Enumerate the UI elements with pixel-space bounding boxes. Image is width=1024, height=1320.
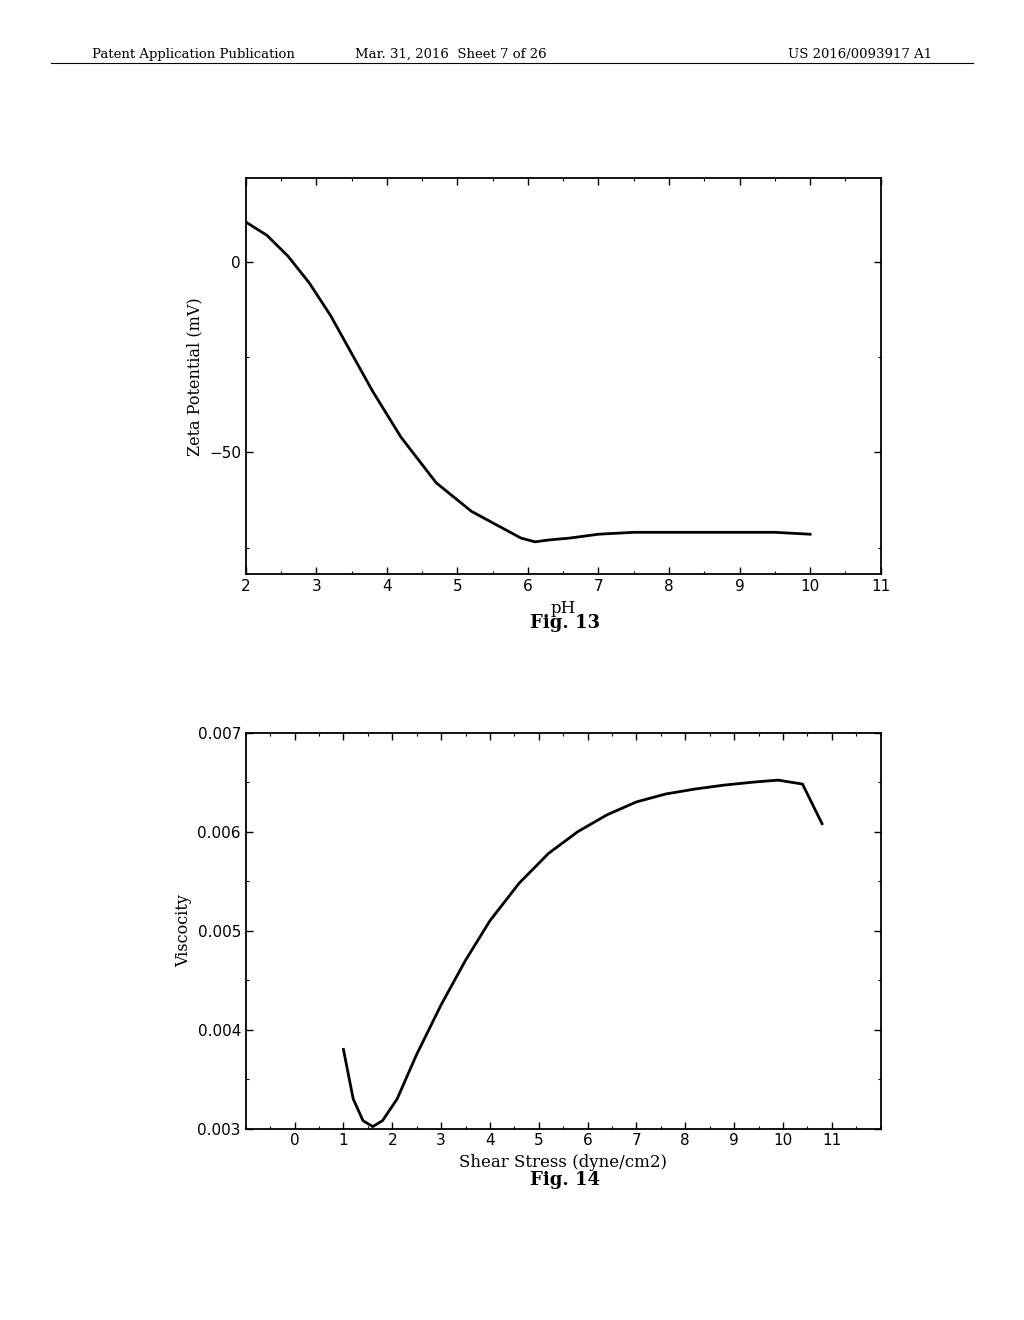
Text: Patent Application Publication: Patent Application Publication <box>92 48 295 61</box>
Text: Fig. 13: Fig. 13 <box>530 614 600 632</box>
Text: Mar. 31, 2016  Sheet 7 of 26: Mar. 31, 2016 Sheet 7 of 26 <box>354 48 547 61</box>
Y-axis label: Viscocity: Viscocity <box>175 894 191 968</box>
Text: US 2016/0093917 A1: US 2016/0093917 A1 <box>787 48 932 61</box>
X-axis label: pH: pH <box>551 599 575 616</box>
Text: Fig. 14: Fig. 14 <box>530 1171 600 1189</box>
X-axis label: Shear Stress (dyne/cm2): Shear Stress (dyne/cm2) <box>459 1154 668 1171</box>
Y-axis label: Zeta Potential (mV): Zeta Potential (mV) <box>186 297 204 455</box>
